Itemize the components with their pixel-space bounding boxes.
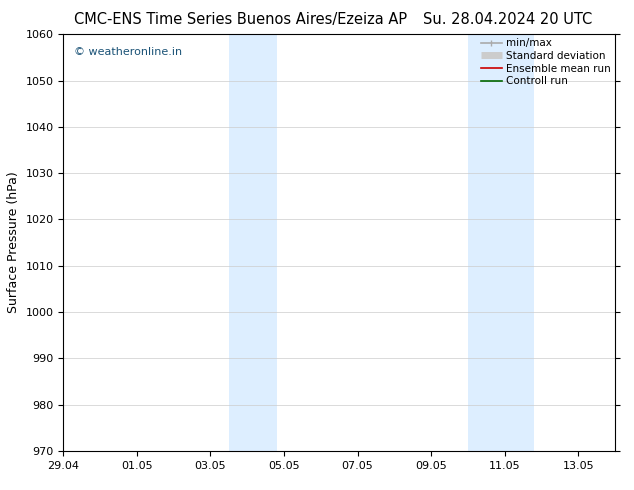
Text: CMC-ENS Time Series Buenos Aires/Ezeiza AP: CMC-ENS Time Series Buenos Aires/Ezeiza … (74, 12, 408, 27)
Legend: min/max, Standard deviation, Ensemble mean run, Controll run: min/max, Standard deviation, Ensemble me… (481, 39, 611, 86)
Bar (229, 34, 276, 451)
Y-axis label: Surface Pressure (hPa): Surface Pressure (hPa) (7, 172, 20, 314)
Bar (468, 34, 534, 451)
Text: Su. 28.04.2024 20 UTC: Su. 28.04.2024 20 UTC (423, 12, 592, 27)
Text: © weatheronline.in: © weatheronline.in (74, 47, 183, 57)
